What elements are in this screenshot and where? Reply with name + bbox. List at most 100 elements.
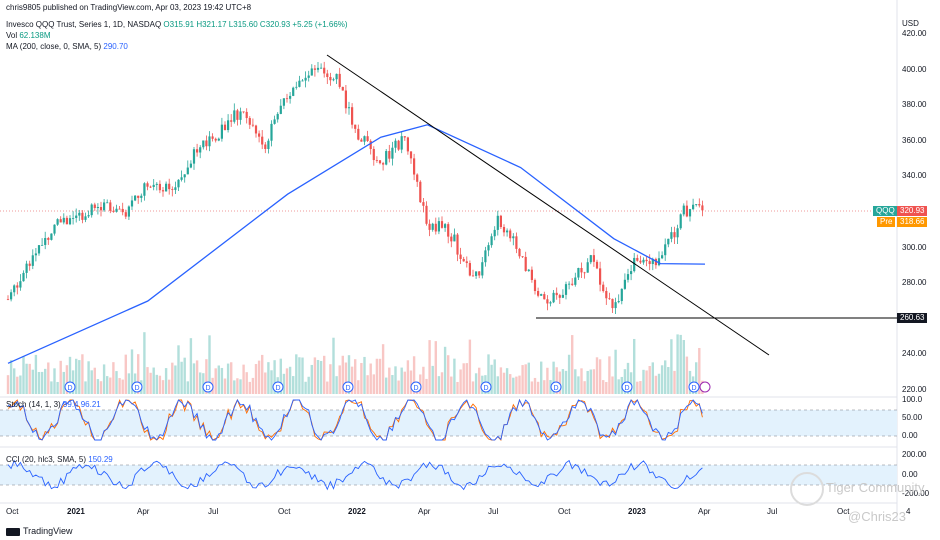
candle-body <box>196 149 199 153</box>
svg-text:D: D <box>205 385 210 392</box>
candle-body <box>273 119 276 124</box>
time-tick: 4 <box>906 507 911 516</box>
candle-body <box>462 258 465 262</box>
price-tick: 360.00 <box>902 135 927 145</box>
candle-body <box>16 285 19 288</box>
time-tick: 2021 <box>67 507 85 516</box>
dividend-marker-icon[interactable]: D <box>64 381 76 393</box>
volume-bar <box>78 360 81 394</box>
volume-bar <box>93 367 96 394</box>
candle-body <box>626 274 630 280</box>
volume-bar <box>257 360 261 394</box>
candle-body <box>41 244 44 246</box>
dividend-marker-icon[interactable]: D <box>342 381 354 393</box>
volume-bar <box>347 355 351 394</box>
volume-bar <box>233 380 236 394</box>
volume-bar <box>37 371 41 394</box>
volume-bar <box>372 374 375 394</box>
dividend-marker-icon[interactable]: D <box>410 381 422 393</box>
volume-bar <box>456 381 459 394</box>
volume-bar <box>626 362 630 394</box>
svg-text:D: D <box>413 385 418 392</box>
volume-bar <box>688 370 692 394</box>
volume-bar <box>341 355 344 394</box>
volume-bar <box>391 375 394 394</box>
volume-bar <box>87 361 90 394</box>
volume-bar <box>261 354 264 394</box>
volume-bar <box>561 369 565 394</box>
dividend-marker-icon[interactable]: D <box>131 381 143 393</box>
candle-body <box>403 136 406 138</box>
pre-price-tag: 318.66 <box>897 217 928 227</box>
candle-body <box>84 216 87 220</box>
volume-bar <box>633 338 636 394</box>
candle-body <box>106 202 109 204</box>
volume-bar <box>152 367 155 394</box>
candle-body <box>34 253 37 256</box>
candle-body <box>118 208 121 210</box>
candle-body <box>6 299 10 301</box>
volume-bar <box>319 360 323 394</box>
candle-body <box>549 302 552 304</box>
last-price-tag: 320.93 <box>897 206 928 216</box>
candle-body <box>103 202 106 211</box>
volume-bar <box>667 366 670 394</box>
volume-bar <box>102 364 106 394</box>
dividend-marker-icon[interactable]: D <box>621 381 633 393</box>
dividend-marker-icon[interactable]: D <box>202 381 214 393</box>
candle-body <box>611 298 614 309</box>
volume-bar <box>654 375 658 394</box>
svg-text:D: D <box>624 385 629 392</box>
volume-bar <box>567 354 571 394</box>
candle-body <box>428 223 431 230</box>
volume-bar <box>623 369 627 394</box>
volume-bar <box>168 379 171 394</box>
volume-bar <box>651 362 654 394</box>
candle-body <box>31 255 34 266</box>
candle-body <box>639 260 642 263</box>
symbol-legend[interactable]: Invesco QQQ Trust, Series 1, 1D, NASDAQ … <box>6 20 348 29</box>
descending-trendline[interactable] <box>326 54 770 356</box>
pre-label-tag: Pre <box>877 217 896 227</box>
volume-bar <box>338 365 341 394</box>
candle-body <box>233 110 236 122</box>
volume-bar <box>434 341 437 394</box>
candle-body <box>555 292 558 296</box>
volume-bar <box>381 344 385 394</box>
price-tick: 280.00 <box>902 278 927 288</box>
candle-body <box>413 158 416 175</box>
volume-bar <box>388 367 391 394</box>
tradingview-label: TradingView <box>23 526 73 536</box>
dividend-marker-icon[interactable]: D <box>550 381 562 393</box>
candle-body <box>192 149 196 164</box>
candle-body <box>664 244 667 256</box>
candle-body <box>614 302 617 309</box>
price-tick: 300.00 <box>902 242 927 252</box>
candle-body <box>481 262 484 276</box>
volume-bar <box>660 365 664 394</box>
volume-bar <box>124 354 127 394</box>
candle-body <box>251 124 254 126</box>
candle-body <box>199 147 202 153</box>
candle-body <box>599 268 602 285</box>
dividend-marker-icon[interactable]: D <box>480 381 492 393</box>
candle-body <box>258 133 261 137</box>
cci-legend[interactable]: CCI (20, hlc3, SMA, 5) 150.29 <box>6 455 113 464</box>
candle-body <box>239 111 242 120</box>
volume-bar <box>310 364 313 394</box>
candle-body <box>307 75 310 78</box>
dividend-marker-icon[interactable]: D <box>688 381 700 393</box>
earnings-marker-icon[interactable] <box>699 381 711 393</box>
candle-body <box>310 68 313 76</box>
tradingview-brand[interactable]: TradingView <box>6 526 73 536</box>
dividend-marker-icon[interactable]: D <box>272 381 284 393</box>
volume-bar <box>316 359 320 394</box>
candle-body <box>391 147 394 159</box>
candle-body <box>87 215 90 217</box>
ma-legend[interactable]: MA (200, close, 0, SMA, 5) 290.70 <box>6 42 128 51</box>
stoch-legend[interactable]: Stoch (14, 1, 3) 99.4 96.21 <box>6 400 101 409</box>
candle-body <box>236 110 239 120</box>
volume-legend[interactable]: Vol 62.138M <box>6 31 51 40</box>
